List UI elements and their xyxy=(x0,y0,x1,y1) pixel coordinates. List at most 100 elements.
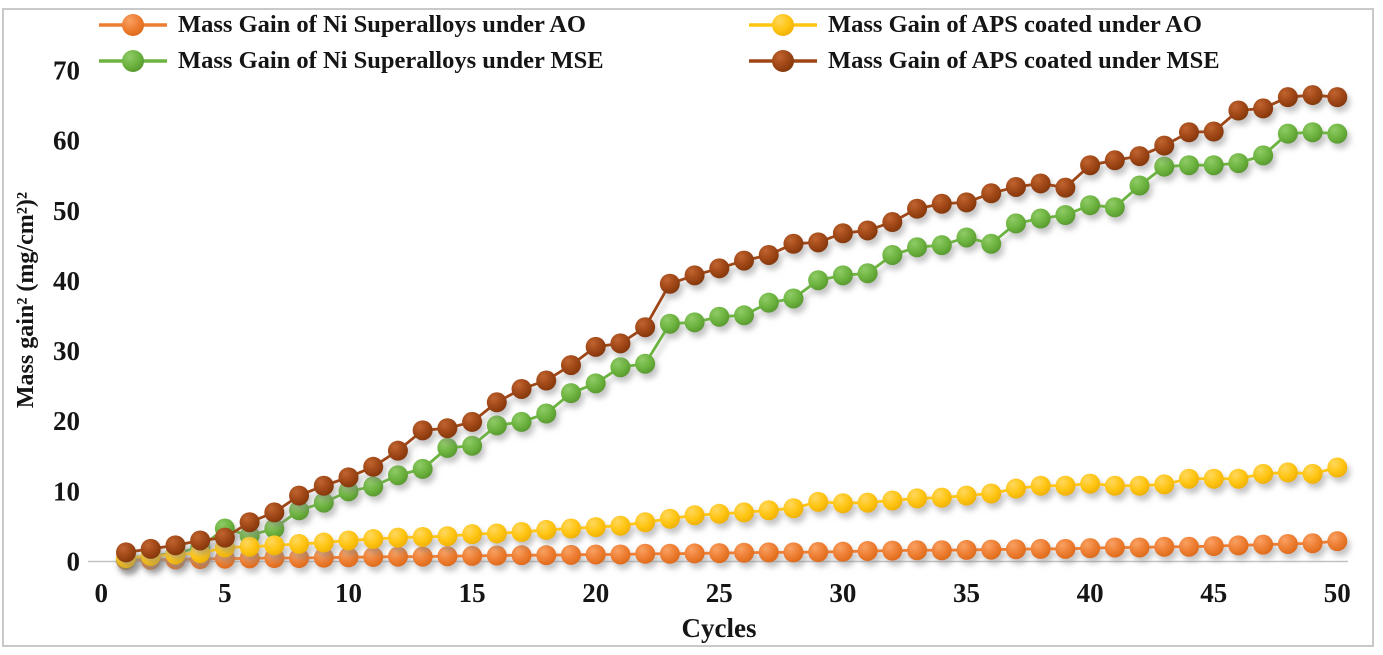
x-tick-label: 30 xyxy=(829,578,856,608)
x-tick-label: 0 xyxy=(95,578,109,608)
data-point xyxy=(1030,475,1051,496)
y-tick-label: 30 xyxy=(53,336,80,366)
ticks-layer: 0 10 20 30 40 50 60 70 0 5 10 15 20 25 30 35 40 45 50 xyxy=(53,56,1351,608)
series-3 xyxy=(116,85,1348,563)
x-tick-label: 15 xyxy=(459,578,486,608)
data-point xyxy=(462,411,483,432)
data-point xyxy=(956,539,977,560)
x-tick-label: 35 xyxy=(953,578,980,608)
data-point xyxy=(1030,173,1051,194)
data-point xyxy=(1302,122,1323,143)
data-point xyxy=(1178,155,1199,176)
data-point xyxy=(387,465,408,486)
data-point xyxy=(1327,123,1348,144)
data-point xyxy=(536,519,557,540)
data-point xyxy=(956,192,977,213)
data-point xyxy=(511,378,532,399)
data-point xyxy=(140,538,161,559)
data-point xyxy=(239,512,260,533)
data-point xyxy=(1203,468,1224,489)
legend-item: Mass Gain of Ni Superalloys under MSE xyxy=(97,44,604,78)
data-point xyxy=(931,193,952,214)
y-tick-label: 40 xyxy=(53,266,80,296)
data-point xyxy=(610,333,631,354)
data-point xyxy=(931,487,952,508)
x-tick-label: 50 xyxy=(1324,578,1351,608)
data-point xyxy=(1055,205,1076,226)
data-point xyxy=(857,220,878,241)
data-point xyxy=(857,540,878,561)
data-point xyxy=(758,500,779,521)
data-point xyxy=(1030,208,1051,229)
data-point xyxy=(1253,145,1274,166)
data-point xyxy=(1178,536,1199,557)
data-point xyxy=(1228,535,1249,556)
data-point xyxy=(1253,98,1274,119)
data-point xyxy=(1129,475,1150,496)
data-point xyxy=(511,545,532,566)
data-point xyxy=(635,353,656,374)
data-point xyxy=(462,524,483,545)
data-point xyxy=(1277,123,1298,144)
data-point xyxy=(585,373,606,394)
legend-item-label: Mass Gain of APS coated under AO xyxy=(828,11,1202,38)
data-point xyxy=(1277,462,1298,483)
data-point xyxy=(1080,538,1101,559)
data-point xyxy=(1005,539,1026,560)
data-point xyxy=(1005,176,1026,197)
data-point xyxy=(956,227,977,248)
data-point xyxy=(536,545,557,566)
data-point xyxy=(511,411,532,432)
data-point xyxy=(412,546,433,567)
data-point xyxy=(1154,156,1175,177)
x-tick-label: 25 xyxy=(706,578,733,608)
data-point xyxy=(1302,533,1323,554)
data-point xyxy=(1203,536,1224,557)
data-point xyxy=(1228,153,1249,174)
data-point xyxy=(832,223,853,244)
data-point xyxy=(1104,475,1125,496)
data-point xyxy=(165,535,186,556)
data-point xyxy=(116,542,137,563)
data-point xyxy=(1005,478,1026,499)
data-point xyxy=(931,235,952,256)
data-point xyxy=(363,456,384,477)
data-point xyxy=(783,288,804,309)
data-point xyxy=(412,526,433,547)
data-point xyxy=(882,540,903,561)
data-point xyxy=(981,183,1002,204)
data-point xyxy=(659,543,680,564)
data-point xyxy=(1154,474,1175,495)
data-point xyxy=(387,440,408,461)
y-tick-label: 70 xyxy=(53,56,80,86)
legend-item: Mass Gain of APS coated under AO xyxy=(747,8,1202,42)
data-point xyxy=(659,313,680,334)
data-point xyxy=(659,273,680,294)
data-point xyxy=(437,526,458,547)
data-point xyxy=(338,547,359,568)
data-point xyxy=(734,502,755,523)
data-point xyxy=(1228,100,1249,121)
data-point xyxy=(832,265,853,286)
data-point xyxy=(313,475,334,496)
data-point xyxy=(363,529,384,550)
data-point xyxy=(832,541,853,562)
data-point xyxy=(1178,468,1199,489)
data-point xyxy=(1178,122,1199,143)
x-tick-label: 5 xyxy=(218,578,232,608)
data-point xyxy=(1104,537,1125,558)
series-1 xyxy=(116,122,1348,569)
data-point xyxy=(511,522,532,543)
data-point xyxy=(808,491,829,512)
data-point xyxy=(1154,135,1175,156)
data-point xyxy=(635,543,656,564)
y-axis-title: Mass gain² (mg/cm²)² xyxy=(13,192,39,408)
data-point xyxy=(1277,87,1298,108)
data-point xyxy=(1253,534,1274,555)
data-point xyxy=(1228,468,1249,489)
data-point xyxy=(462,545,483,566)
data-point xyxy=(363,546,384,567)
legend-item-label: Mass Gain of Ni Superalloys under AO xyxy=(178,11,586,38)
data-point xyxy=(808,232,829,253)
data-point xyxy=(1055,538,1076,559)
